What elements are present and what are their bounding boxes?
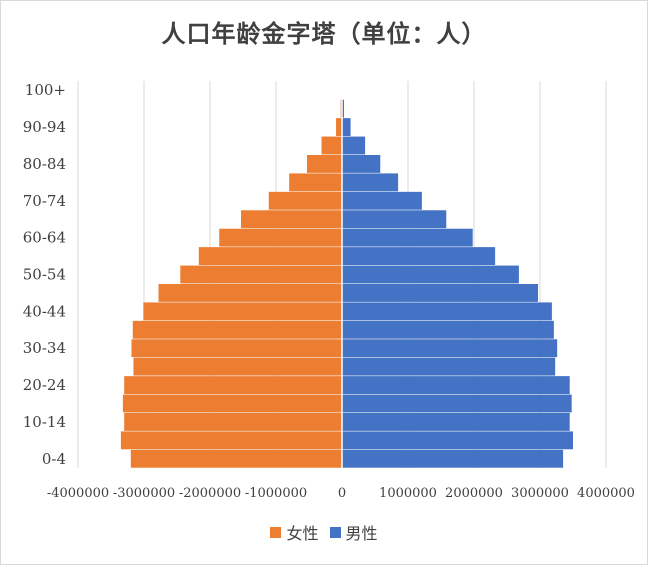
bar-male-30-34 [342,339,558,358]
bar-female-35-39 [132,320,342,339]
bar-male-95-99 [342,99,344,118]
bar-female-25-29 [133,357,342,376]
legend-label-female: 女性 [286,524,319,543]
x-tick-label: -2000000 [179,486,241,501]
bar-female-45-49 [158,283,342,302]
x-tick-labels: -4000000 -3000000 -2000000 -1000000 0 1000000… [47,486,635,501]
y-tick-label: 30-34 [23,339,66,357]
y-tick-label: 80-84 [23,155,66,173]
bar-male-85-89 [342,136,366,155]
x-tick-label: -3000000 [113,486,175,501]
bar-male-25-29 [342,357,556,376]
x-tick-label: 4000000 [577,486,635,501]
y-tick-label: 60-64 [23,229,66,247]
bar-female-65-69 [241,210,342,229]
bar-male-75-79 [342,173,399,192]
bar-female-75-79 [289,173,342,192]
bar-female-10-14 [124,412,342,431]
bars-group [120,81,573,468]
legend-item-female: 女性 [270,520,318,544]
x-tick-label: 3000000 [511,486,569,501]
bar-female-80-84 [307,154,342,173]
y-tick-label: 40-44 [23,302,66,320]
x-tick-label: 2000000 [445,486,503,501]
bar-female-20-24 [124,376,342,395]
bar-male-0-4 [342,449,564,468]
bar-male-10-14 [342,412,570,431]
bar-female-5-9 [120,431,343,450]
y-tick-label: 20-24 [23,376,66,394]
bar-male-70-74 [342,191,422,210]
bar-male-45-49 [342,283,539,302]
y-tick-label: 100+ [25,81,66,99]
x-tick-label: 1000000 [379,486,437,501]
bar-male-20-24 [342,376,570,395]
bar-male-90-94 [342,118,351,137]
bar-female-30-34 [131,339,342,358]
legend-item-male: 男性 [329,520,378,544]
x-tick-label: 0 [338,486,346,501]
bar-female-90-94 [336,118,342,137]
x-tick-label: -4000000 [47,486,109,501]
bar-male-5-9 [342,431,573,450]
bar-male-60-64 [342,228,473,247]
bar-male-65-69 [342,210,447,229]
bar-male-35-39 [342,320,554,339]
y-tick-label: 10-14 [23,413,66,431]
legend-swatch-female [270,526,282,538]
bar-female-50-54 [180,265,342,284]
bar-male-55-59 [342,247,496,266]
bar-male-80-84 [342,154,381,173]
bar-male-50-54 [342,265,519,284]
bar-female-85-89 [321,136,342,155]
bar-female-55-59 [198,247,342,266]
legend-label-male: 男性 [345,524,378,543]
legend: 女性 男性 [0,520,648,544]
bar-male-40-44 [342,302,552,321]
bar-female-40-44 [143,302,342,321]
chart-title: 人口年龄金字塔（单位：人） [161,19,487,48]
bar-male-15-19 [342,394,572,413]
y-tick-label: 70-74 [23,192,66,210]
bar-female-0-4 [130,449,342,468]
bar-female-60-64 [219,228,342,247]
x-tick-label: -1000000 [245,486,307,501]
bar-female-15-19 [122,394,342,413]
y-tick-labels: 100+ 90-94 80-84 70-74 60-64 50-54 40-44 30-34 2… [23,81,66,468]
y-tick-label: 90-94 [23,118,66,136]
bar-female-70-74 [268,191,342,210]
y-tick-label: 50-54 [23,266,66,284]
legend-swatch-male [329,526,341,538]
y-tick-label: 0-4 [42,450,66,468]
